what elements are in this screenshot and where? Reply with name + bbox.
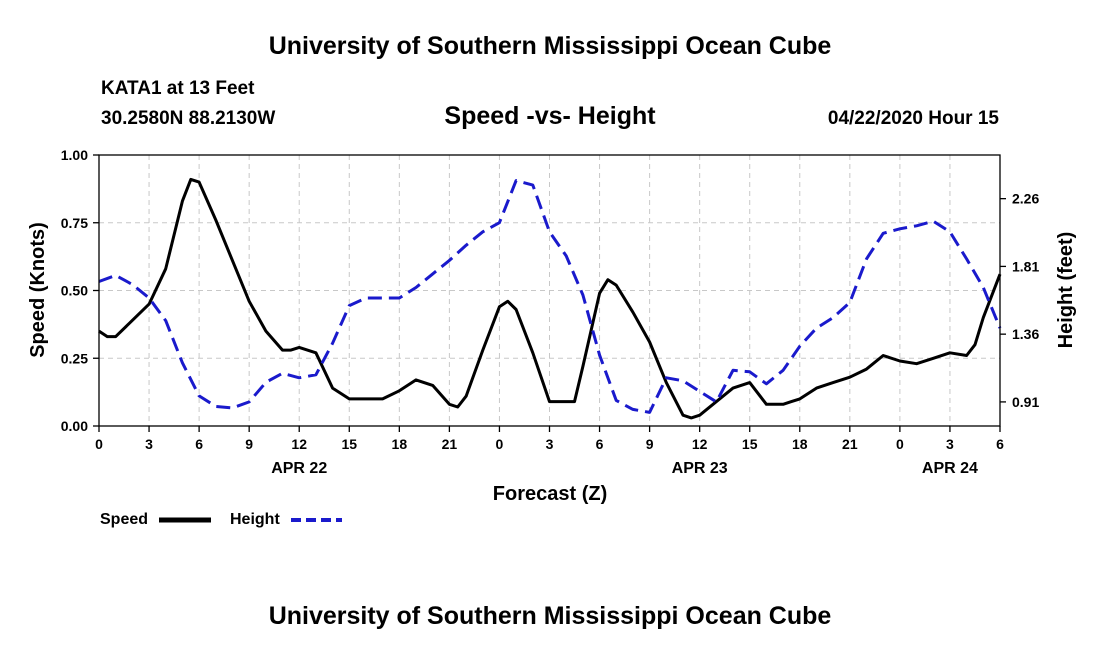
- date-label: APR 24: [922, 460, 978, 477]
- x-tick-label: 12: [291, 436, 307, 452]
- y-tick-label: 0.50: [61, 283, 88, 299]
- x-tick-label: 15: [341, 436, 357, 452]
- x-tick-label: 3: [145, 436, 153, 452]
- y2-tick-label: 0.91: [1012, 394, 1039, 410]
- x-tick-label: 18: [392, 436, 408, 452]
- x-tick-label: 15: [742, 436, 758, 452]
- axis-ticks: 0 3 6 9 12 15 18 21 0 3 6 9 12 15 18 21 0 3 6 APR 22 APR 23 A…: [61, 147, 1040, 477]
- y2-tick-label: 1.36: [1012, 326, 1039, 342]
- x-tick-label: 3: [546, 436, 554, 452]
- y-tick-label: 0.75: [61, 215, 88, 231]
- location-label: 30.2580N 88.2130W: [101, 108, 275, 129]
- y-tick-label: 1.00: [61, 147, 88, 163]
- legend: Speed Height: [100, 511, 342, 528]
- timestamp-label: 04/22/2020 Hour 15: [828, 108, 1000, 129]
- x-tick-label: 12: [692, 436, 708, 452]
- x-tick-label: 6: [195, 436, 203, 452]
- y-axis-title: Speed (Knots): [27, 222, 49, 358]
- main-title: University of Southern Mississippi Ocean…: [269, 32, 832, 60]
- speed-series-line: [98, 177, 1002, 420]
- x-tick-label: 21: [842, 436, 858, 452]
- x-tick-label: 9: [245, 436, 253, 452]
- grid-lines: [99, 155, 1000, 426]
- y2-tick-label: 1.81: [1012, 258, 1039, 274]
- x-tick-label: 6: [996, 436, 1004, 452]
- x-tick-label: 6: [596, 436, 604, 452]
- footer-title: University of Southern Mississippi Ocean…: [269, 602, 832, 630]
- x-tick-label: 0: [496, 436, 504, 452]
- station-label: KATA1 at 13 Feet: [101, 78, 255, 99]
- height-series-line: [98, 179, 1002, 414]
- legend-height-label: Height: [230, 511, 280, 528]
- x-tick-label: 21: [442, 436, 458, 452]
- legend-speed-label: Speed: [100, 511, 148, 528]
- x-tick-label: 18: [792, 436, 808, 452]
- y2-axis-title: Height (feet): [1055, 232, 1077, 349]
- x-tick-label: 0: [95, 436, 103, 452]
- x-tick-label: 3: [946, 436, 954, 452]
- plot-title: Speed -vs- Height: [444, 102, 656, 130]
- y-tick-label: 0.00: [61, 418, 88, 434]
- y2-tick-label: 2.26: [1012, 191, 1039, 207]
- y-tick-label: 0.25: [61, 350, 88, 366]
- date-label: APR 22: [271, 460, 327, 477]
- date-label: APR 23: [672, 460, 728, 477]
- series-layer: [98, 177, 1002, 420]
- x-tick-label: 0: [896, 436, 904, 452]
- x-axis-title: Forecast (Z): [493, 483, 607, 505]
- x-tick-label: 9: [646, 436, 654, 452]
